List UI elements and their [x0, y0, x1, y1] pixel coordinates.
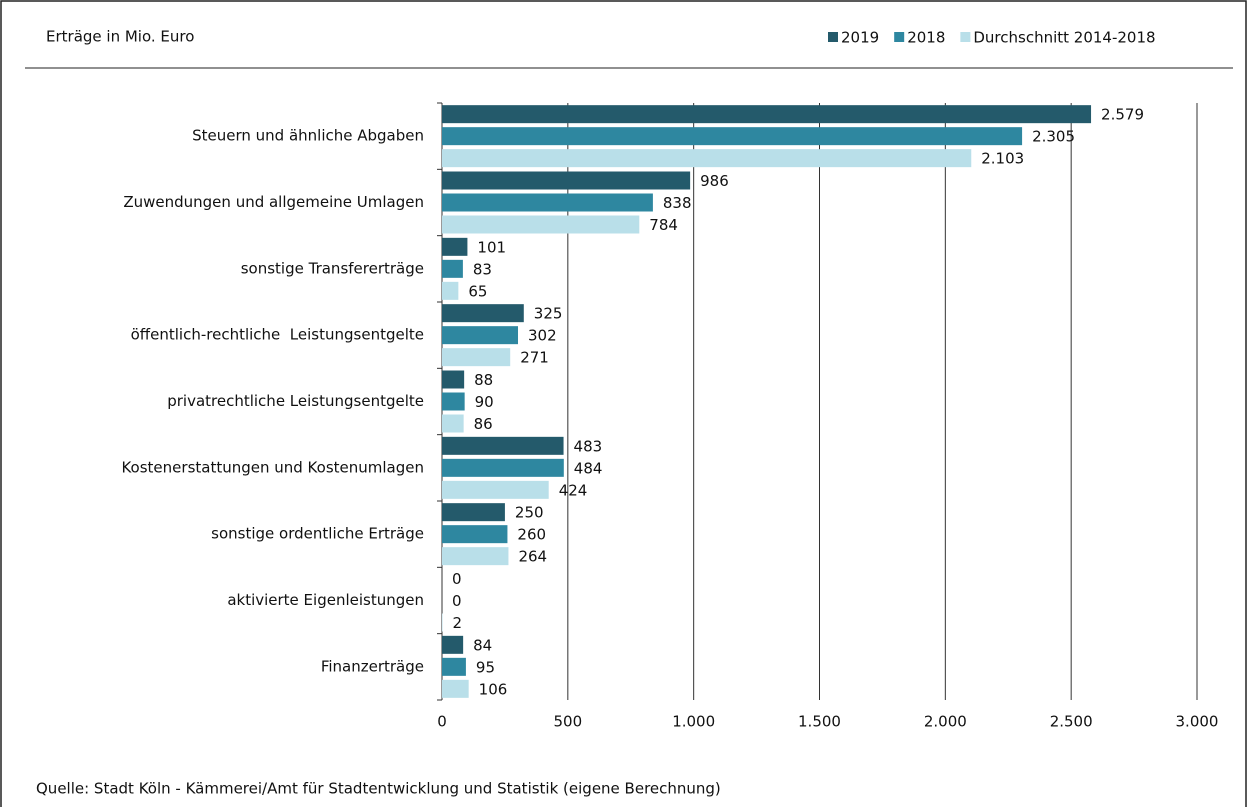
bar [442, 215, 640, 234]
value-label: 65 [468, 282, 487, 300]
legend-swatch [828, 32, 838, 42]
bar [442, 525, 508, 544]
value-label: 83 [473, 260, 492, 278]
legend-swatch [894, 32, 905, 42]
value-label: 88 [474, 371, 493, 389]
bar [442, 281, 459, 300]
category-label: privatrechtliche Leistungsentgelte [167, 392, 424, 410]
category-label: sonstige Transfererträge [241, 259, 424, 277]
x-tick-label: 500 [554, 713, 583, 731]
value-label: 2.103 [981, 150, 1024, 168]
bar [442, 237, 468, 256]
value-label: 784 [649, 216, 678, 234]
x-tick-label: 3.000 [1176, 713, 1219, 731]
bar [442, 127, 1023, 146]
x-tick-label: 2.000 [924, 713, 967, 731]
legend-label: 2018 [907, 29, 945, 47]
bar [442, 679, 469, 698]
legend-label: Durchschnitt 2014-2018 [973, 29, 1155, 47]
value-label: 483 [574, 437, 603, 455]
category-label: Steuern und ähnliche Abgaben [192, 127, 424, 145]
bar [442, 480, 549, 499]
value-label: 271 [520, 349, 549, 367]
bar [442, 503, 505, 522]
value-label: 260 [517, 526, 546, 544]
value-label: 90 [475, 393, 494, 411]
bar [442, 193, 653, 212]
bar [442, 547, 509, 566]
category-label: Finanzerträge [321, 657, 424, 675]
value-label: 302 [528, 327, 557, 345]
category-label: Zuwendungen und allgemeine Umlagen [123, 193, 424, 211]
bar [442, 458, 564, 477]
bar [442, 392, 465, 411]
source: Quelle: Stadt Köln - Kämmerei/Amt für St… [36, 780, 721, 798]
value-label: 2.305 [1032, 128, 1075, 146]
value-label: 424 [559, 481, 588, 499]
value-label: 264 [518, 548, 547, 566]
x-tick-label: 0 [437, 713, 447, 731]
value-label: 106 [479, 680, 508, 698]
chart-title: Erträge in Mio. Euro [46, 28, 194, 46]
bar [442, 304, 524, 323]
category-label: sonstige ordentliche Erträge [211, 525, 424, 543]
category-label: aktivierte Eigenleistungen [227, 591, 424, 609]
bar [442, 326, 519, 345]
bar [442, 259, 463, 278]
legend-label: 2019 [841, 29, 879, 47]
value-label: 325 [534, 305, 563, 323]
value-label: 2 [453, 614, 463, 632]
legend-swatch [960, 32, 971, 42]
value-label: 0 [452, 570, 462, 588]
bar [442, 149, 972, 168]
x-tick-label: 1.500 [798, 713, 841, 731]
bar [442, 171, 691, 190]
value-label: 986 [700, 172, 729, 190]
category-label: Kostenerstattungen und Kostenumlagen [121, 458, 424, 476]
bar [442, 613, 443, 632]
bar [442, 657, 466, 676]
bar [442, 635, 464, 654]
bar [442, 348, 511, 367]
x-tick-label: 1.000 [672, 713, 715, 731]
value-label: 838 [663, 194, 692, 212]
value-label: 250 [515, 504, 544, 522]
value-label: 84 [473, 636, 492, 654]
value-label: 101 [477, 238, 506, 256]
value-label: 0 [452, 592, 462, 610]
value-label: 95 [476, 658, 495, 676]
bar [442, 414, 464, 433]
bar [442, 370, 465, 389]
category-label: öffentlich-rechtliche Leistungsentgelte [131, 326, 424, 344]
x-tick-label: 2.500 [1050, 713, 1093, 731]
value-label: 484 [574, 459, 603, 477]
value-label: 86 [474, 415, 493, 433]
bar [442, 105, 1092, 124]
value-label: 2.579 [1101, 106, 1144, 124]
bar [442, 436, 564, 455]
